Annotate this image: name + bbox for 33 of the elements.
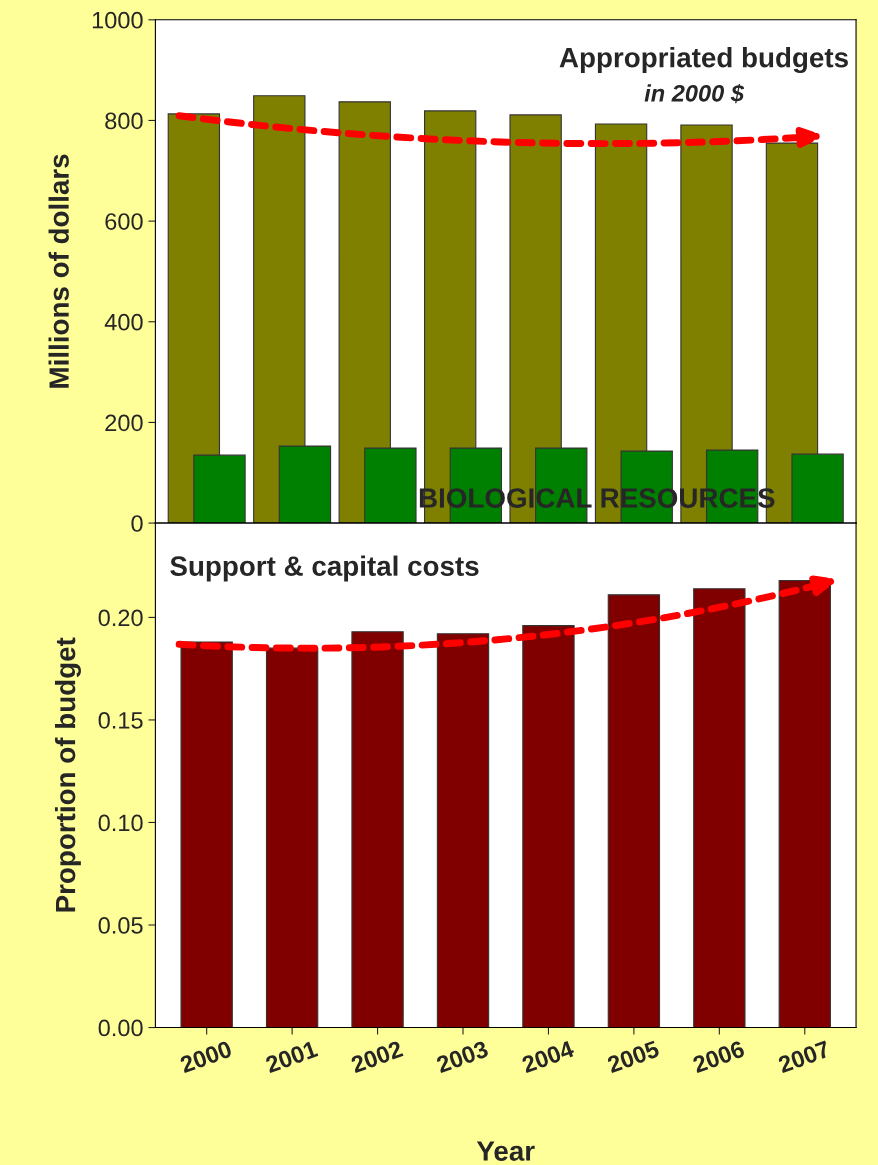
y-tick-label: 800	[105, 112, 143, 130]
y-tick-label: 0.05	[98, 917, 143, 934]
annotation: in 2000 $	[644, 83, 745, 104]
annotation: Support & capital costs	[170, 555, 479, 582]
bar	[778, 579, 831, 1028]
bar	[693, 588, 746, 1028]
bar	[265, 647, 319, 1028]
x-tick-label: 2005	[606, 1040, 661, 1074]
y-tick-label: 1000	[92, 11, 143, 29]
x-tick-label: 2002	[350, 1040, 404, 1074]
y-tick-label: 600	[105, 213, 143, 230]
y-axis-title: Proportion of budget	[54, 637, 81, 912]
bar	[351, 631, 404, 1028]
y-axis-title: Millions of dollars	[48, 154, 69, 388]
y-tick-label: 0.00	[98, 1019, 143, 1037]
y-tick-label: 0.20	[98, 609, 143, 627]
x-tick-label: 2001	[264, 1040, 319, 1074]
y-tick-label: 0.15	[98, 712, 143, 729]
x-tick-label: 2007	[777, 1040, 831, 1074]
y-tick-label: 200	[105, 414, 143, 432]
x-tick-label: 2006	[691, 1040, 746, 1074]
annotation: Appropriated budgets	[559, 47, 848, 74]
x-axis-title: Year	[476, 1141, 535, 1161]
y-tick-label: 0	[131, 515, 143, 532]
bar	[436, 633, 490, 1028]
bar	[522, 625, 575, 1028]
x-tick-label: 2004	[520, 1039, 576, 1074]
y-tick-label: 0.10	[98, 814, 143, 832]
x-tick-label: 2000	[179, 1040, 233, 1074]
y-tick-label: 400	[104, 313, 143, 331]
bar	[607, 594, 661, 1028]
x-tick-label: 2003	[435, 1040, 490, 1074]
bar	[180, 641, 233, 1028]
